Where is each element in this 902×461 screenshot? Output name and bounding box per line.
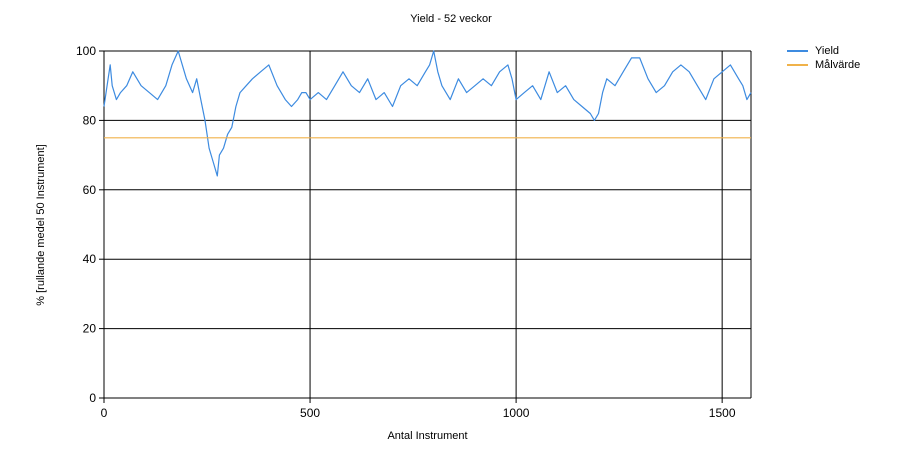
legend-swatch-malvarde — [787, 64, 808, 66]
x-tick-label: 500 — [300, 406, 320, 420]
y-axis-label: % [rullande medel 50 Instrument] — [35, 144, 47, 306]
x-tick-label: 1500 — [709, 406, 736, 420]
y-tick-label: 100 — [76, 44, 96, 58]
x-axis-label: Antal Instrument — [387, 430, 468, 442]
legend-swatch-yield — [787, 50, 808, 52]
series-line-yield — [103, 50, 752, 177]
legend: Yield Målvärde — [787, 44, 860, 72]
legend-label-yield: Yield — [815, 45, 840, 57]
x-tick-label: 0 — [101, 406, 108, 420]
legend-label-malvarde: Målvärde — [815, 59, 861, 71]
y-tick-label: 0 — [89, 391, 96, 405]
legend-item-malvarde: Målvärde — [787, 58, 860, 72]
y-tick-label: 20 — [83, 322, 97, 336]
y-tick-label: 60 — [83, 183, 97, 197]
chart-title: Yield - 52 veckor — [410, 13, 492, 25]
y-tick-label: 80 — [83, 113, 97, 127]
y-tick-label: 40 — [83, 252, 97, 266]
legend-item-yield: Yield — [787, 44, 860, 58]
x-tick-label: 1000 — [503, 406, 530, 420]
